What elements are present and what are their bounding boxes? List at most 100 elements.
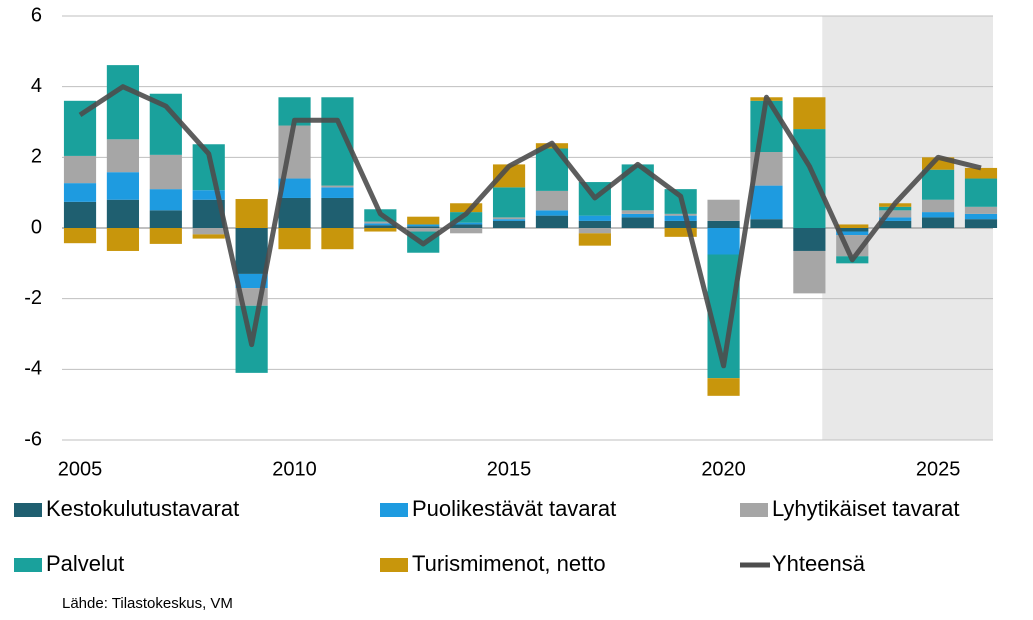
legend-label: Turismimenot, netto	[412, 551, 606, 576]
bar-segment	[964, 206, 998, 214]
bar-segment	[664, 220, 697, 228]
bar-segment	[278, 228, 311, 250]
bar-segment	[63, 155, 97, 184]
bar-segment	[321, 228, 354, 250]
legend-label: Lyhytikäiset tavarat	[772, 496, 960, 521]
bar-segment	[836, 224, 869, 228]
bar-segment	[578, 233, 611, 246]
bar-segment	[964, 219, 998, 228]
bar-segment	[793, 250, 826, 294]
bar-segment	[450, 203, 483, 213]
x-tick-label: 2015	[487, 458, 532, 480]
y-tick-label: 4	[31, 75, 42, 97]
y-tick-label: -2	[24, 287, 42, 309]
bar-segment	[836, 231, 869, 236]
bar-segment	[492, 187, 526, 218]
bar-segment	[149, 189, 182, 211]
bar-segment	[364, 225, 397, 228]
legend-label: Kestokulutustavarat	[46, 496, 239, 521]
bar-segment	[964, 167, 998, 179]
bar-segment	[407, 224, 440, 227]
bar-segment	[707, 378, 740, 396]
bar-segment	[793, 228, 826, 251]
bar-segment	[192, 234, 225, 239]
bar-segment	[450, 228, 483, 234]
bar-segment	[664, 215, 697, 221]
bar-segment	[149, 210, 182, 228]
bar-segment	[921, 217, 955, 228]
bar-segment	[407, 216, 440, 225]
bar-segment	[321, 187, 354, 198]
bar-segment	[535, 210, 569, 216]
bar-segment	[321, 197, 354, 228]
x-tick-label: 2005	[58, 458, 103, 480]
x-tick-label: 2025	[916, 458, 961, 480]
bar-segment	[450, 224, 483, 228]
y-tick-label: 0	[31, 216, 42, 238]
bar-segment	[578, 228, 611, 234]
x-tick-label: 2020	[701, 458, 746, 480]
bar-segment	[278, 197, 311, 228]
bar-segment	[149, 154, 182, 190]
bar-segment	[450, 212, 483, 223]
bar-segment	[921, 169, 955, 200]
bar-segment	[664, 213, 697, 216]
bar-segment	[964, 178, 998, 207]
legend-swatch	[380, 503, 408, 517]
bar-segment	[492, 217, 526, 220]
bar-segment	[63, 183, 97, 202]
y-tick-label: -6	[24, 428, 42, 450]
bar-segment	[407, 228, 440, 232]
bar-segment	[106, 199, 140, 228]
bar-segment	[879, 220, 912, 228]
bar-segment	[149, 228, 182, 244]
bar-segment	[106, 172, 140, 200]
bar-segment	[278, 178, 311, 198]
bar-segment	[364, 223, 397, 226]
bar-segment	[964, 213, 998, 220]
bar-segment	[192, 190, 225, 200]
bar-segment	[63, 201, 97, 228]
legend-swatch	[14, 503, 42, 517]
legend-label: Yhteensä	[772, 551, 866, 576]
legend-swatch	[740, 503, 768, 517]
legend-swatch	[14, 558, 42, 572]
y-tick-label: -4	[24, 358, 42, 380]
bar-segment	[192, 228, 225, 235]
y-tick-label: 6	[31, 4, 42, 26]
bar-segment	[578, 220, 611, 228]
bar-segment	[492, 164, 526, 188]
bar-segment	[63, 228, 97, 244]
bar-segment	[578, 215, 611, 221]
bar-segment	[793, 97, 826, 130]
bar-segment	[407, 226, 440, 228]
total-line	[78, 84, 982, 369]
bar-segment	[750, 219, 783, 228]
bar-segment	[235, 199, 268, 228]
bar-segment	[106, 139, 140, 173]
bar-segment	[707, 228, 740, 255]
bar-segment	[321, 185, 354, 188]
legend-label: Palvelut	[46, 551, 124, 576]
bar-segment	[879, 206, 912, 211]
bar-segment	[879, 217, 912, 221]
bar-segment	[707, 220, 740, 228]
bar-segment	[364, 228, 397, 232]
bar-segment	[621, 213, 654, 218]
bar-segment	[492, 220, 526, 228]
bar-segment	[836, 228, 869, 232]
bar-segment	[535, 215, 569, 228]
bar-segment	[535, 190, 569, 211]
bar-segment	[621, 210, 654, 214]
bar-segment	[750, 185, 783, 220]
bar-segment	[921, 212, 955, 218]
bar-segment	[621, 217, 654, 228]
bar-segment	[707, 199, 740, 221]
bar-segment	[106, 228, 140, 251]
legend-swatch	[380, 558, 408, 572]
bar-segment	[664, 228, 697, 237]
legend-label: Puolikestävät tavarat	[412, 496, 616, 521]
y-tick-label: 2	[31, 146, 42, 168]
bar-segment	[106, 65, 140, 140]
